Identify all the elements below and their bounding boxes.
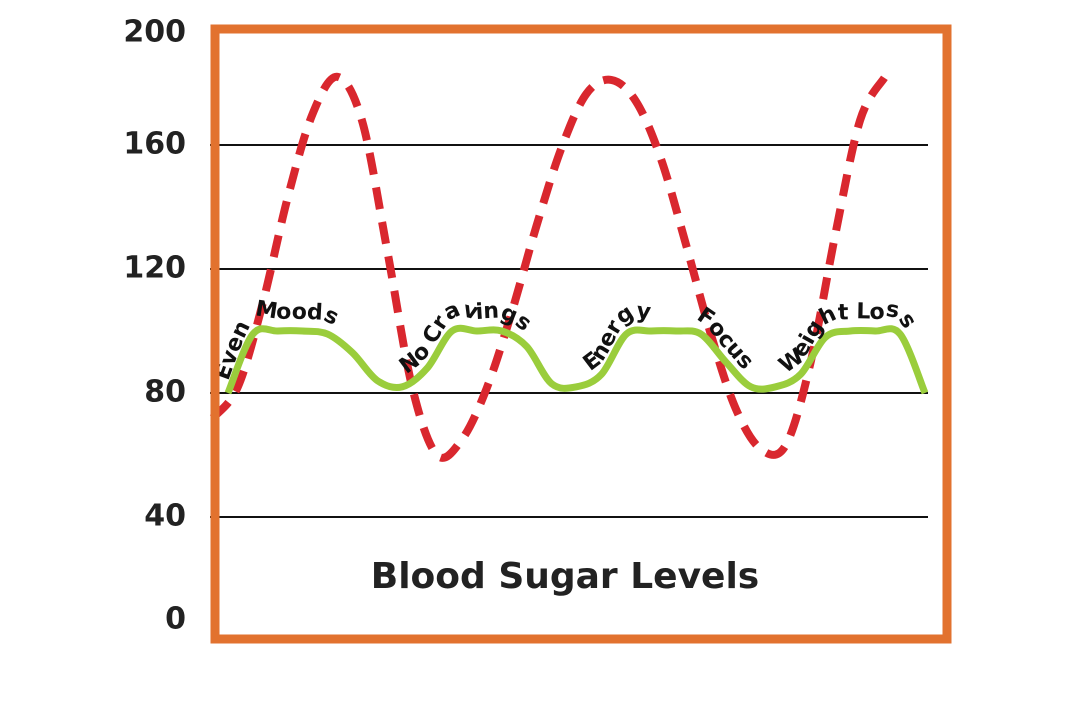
y-tick-label: 0 (165, 602, 186, 637)
y-tick-label: 40 (144, 499, 186, 534)
series-line (209, 72, 889, 462)
y-tick-label: 200 (123, 15, 186, 50)
series-line (224, 324, 929, 395)
y-tick-label: 120 (123, 251, 186, 286)
y-tick-label: 80 (144, 375, 186, 410)
chart-title: Blood Sugar Levels (371, 556, 759, 597)
frame (210, 24, 952, 644)
y-tick-label: 160 (123, 127, 186, 162)
grid (210, 144, 928, 518)
